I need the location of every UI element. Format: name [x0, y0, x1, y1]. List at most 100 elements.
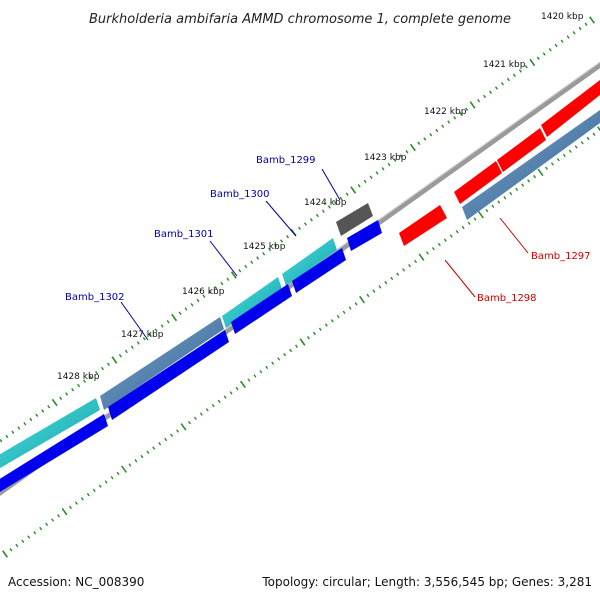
- minor-tick: [324, 323, 328, 327]
- minor-tick: [465, 107, 469, 111]
- minor-tick: [321, 209, 325, 213]
- feature-cyan[interactable]: [282, 238, 337, 286]
- feature-blue[interactable]: [347, 220, 382, 251]
- minor-tick: [65, 392, 69, 396]
- feature-steelblue[interactable]: [100, 317, 224, 410]
- minor-tick: [128, 463, 132, 467]
- minor-tick: [515, 187, 519, 192]
- minor-tick: [196, 298, 200, 303]
- minor-tick: [136, 341, 140, 345]
- feature-cyan[interactable]: [0, 398, 100, 474]
- minor-tick: [277, 357, 281, 361]
- minor-tick: [342, 310, 346, 315]
- minor-tick: [295, 344, 299, 348]
- forward-strand-features: [0, 203, 373, 474]
- minor-tick: [485, 208, 489, 213]
- minor-tick: [274, 243, 278, 247]
- major-tick: [61, 507, 68, 516]
- minor-tick: [437, 242, 441, 247]
- kbp-label: 1427 kbp: [121, 330, 164, 340]
- major-tick: [597, 126, 600, 132]
- minor-tick: [202, 294, 206, 298]
- minor-tick: [5, 434, 9, 439]
- gene-label-bamb-1302[interactable]: Bamb_1302: [65, 292, 125, 303]
- minor-tick: [106, 362, 110, 366]
- minor-tick: [375, 171, 379, 175]
- minor-tick: [148, 332, 152, 337]
- major-tick: [409, 143, 416, 152]
- minor-tick: [214, 286, 218, 290]
- minor-tick: [289, 348, 293, 353]
- minor-tick: [130, 345, 134, 349]
- minor-tick: [378, 285, 382, 289]
- minor-tick: [265, 365, 269, 370]
- feature-blue[interactable]: [231, 284, 292, 334]
- major-tick: [2, 550, 8, 558]
- minor-tick: [524, 65, 528, 69]
- feature-cyan[interactable]: [222, 277, 282, 328]
- minor-tick: [348, 306, 352, 310]
- minor-tick: [217, 399, 221, 404]
- reverse-strand-features: [0, 220, 382, 498]
- minor-tick: [29, 417, 33, 422]
- gene-label-bamb-1298[interactable]: Bamb_1298: [477, 293, 537, 304]
- minor-tick: [268, 247, 272, 252]
- minor-tick: [544, 166, 548, 170]
- minor-tick: [253, 374, 257, 378]
- minor-tick: [556, 157, 560, 162]
- minor-tick: [536, 56, 540, 60]
- minor-tick: [154, 328, 158, 332]
- minor-tick: [345, 192, 349, 196]
- minor-tick: [9, 548, 13, 552]
- minor-tick: [592, 132, 596, 136]
- minor-tick: [562, 153, 566, 158]
- minor-tick: [45, 522, 49, 527]
- minor-tick: [244, 264, 248, 269]
- gene-label-bamb-1301[interactable]: Bamb_1301: [154, 229, 214, 240]
- feature-blue[interactable]: [292, 248, 346, 293]
- feature-steelblue[interactable]: [462, 110, 600, 220]
- minor-tick: [80, 497, 84, 501]
- minor-tick: [369, 175, 373, 179]
- inner-tick-ring: [2, 126, 600, 558]
- feature-red[interactable]: [454, 161, 502, 204]
- minor-tick: [431, 247, 435, 251]
- minor-tick: [542, 52, 546, 56]
- minor-tick: [586, 136, 590, 141]
- minor-tick: [142, 337, 146, 341]
- minor-tick: [271, 361, 275, 365]
- minor-tick: [417, 141, 421, 145]
- feature-red[interactable]: [541, 80, 600, 137]
- major-tick: [180, 423, 187, 431]
- minor-tick: [211, 403, 215, 408]
- major-tick: [111, 356, 118, 364]
- gene-labels: Bamb_1299 Bamb_1300 Bamb_1301 Bamb_1302 …: [65, 155, 591, 304]
- minor-tick: [473, 217, 477, 221]
- feature-blue[interactable]: [108, 330, 229, 420]
- major-tick: [51, 398, 58, 407]
- minor-tick: [381, 167, 385, 171]
- minor-tick: [283, 353, 287, 357]
- gene-label-bamb-1299[interactable]: Bamb_1299: [256, 155, 316, 166]
- minor-tick: [92, 488, 96, 493]
- feature-red[interactable]: [497, 128, 546, 172]
- minor-tick: [372, 289, 376, 293]
- feature-red[interactable]: [399, 205, 447, 246]
- major-tick: [230, 271, 237, 279]
- minor-tick: [39, 526, 43, 531]
- minor-tick: [336, 314, 340, 319]
- minor-tick: [384, 280, 388, 285]
- feature-dark[interactable]: [336, 203, 373, 236]
- minor-tick: [572, 31, 576, 35]
- minor-tick: [229, 391, 233, 395]
- kbp-label: 1420 kbp: [541, 12, 584, 22]
- feature-blue[interactable]: [0, 414, 108, 498]
- minor-tick: [262, 252, 266, 256]
- kbp-label: 1428 kbp: [57, 372, 100, 382]
- gene-label-bamb-1297[interactable]: Bamb_1297: [531, 251, 591, 262]
- minor-tick: [560, 39, 564, 43]
- gene-label-bamb-1300[interactable]: Bamb_1300: [210, 189, 270, 200]
- minor-tick: [23, 422, 27, 426]
- minor-tick: [71, 388, 75, 392]
- kbp-labels: 1420 kbp 1421 kbp 1422 kbp 1423 kbp 1424…: [57, 12, 584, 382]
